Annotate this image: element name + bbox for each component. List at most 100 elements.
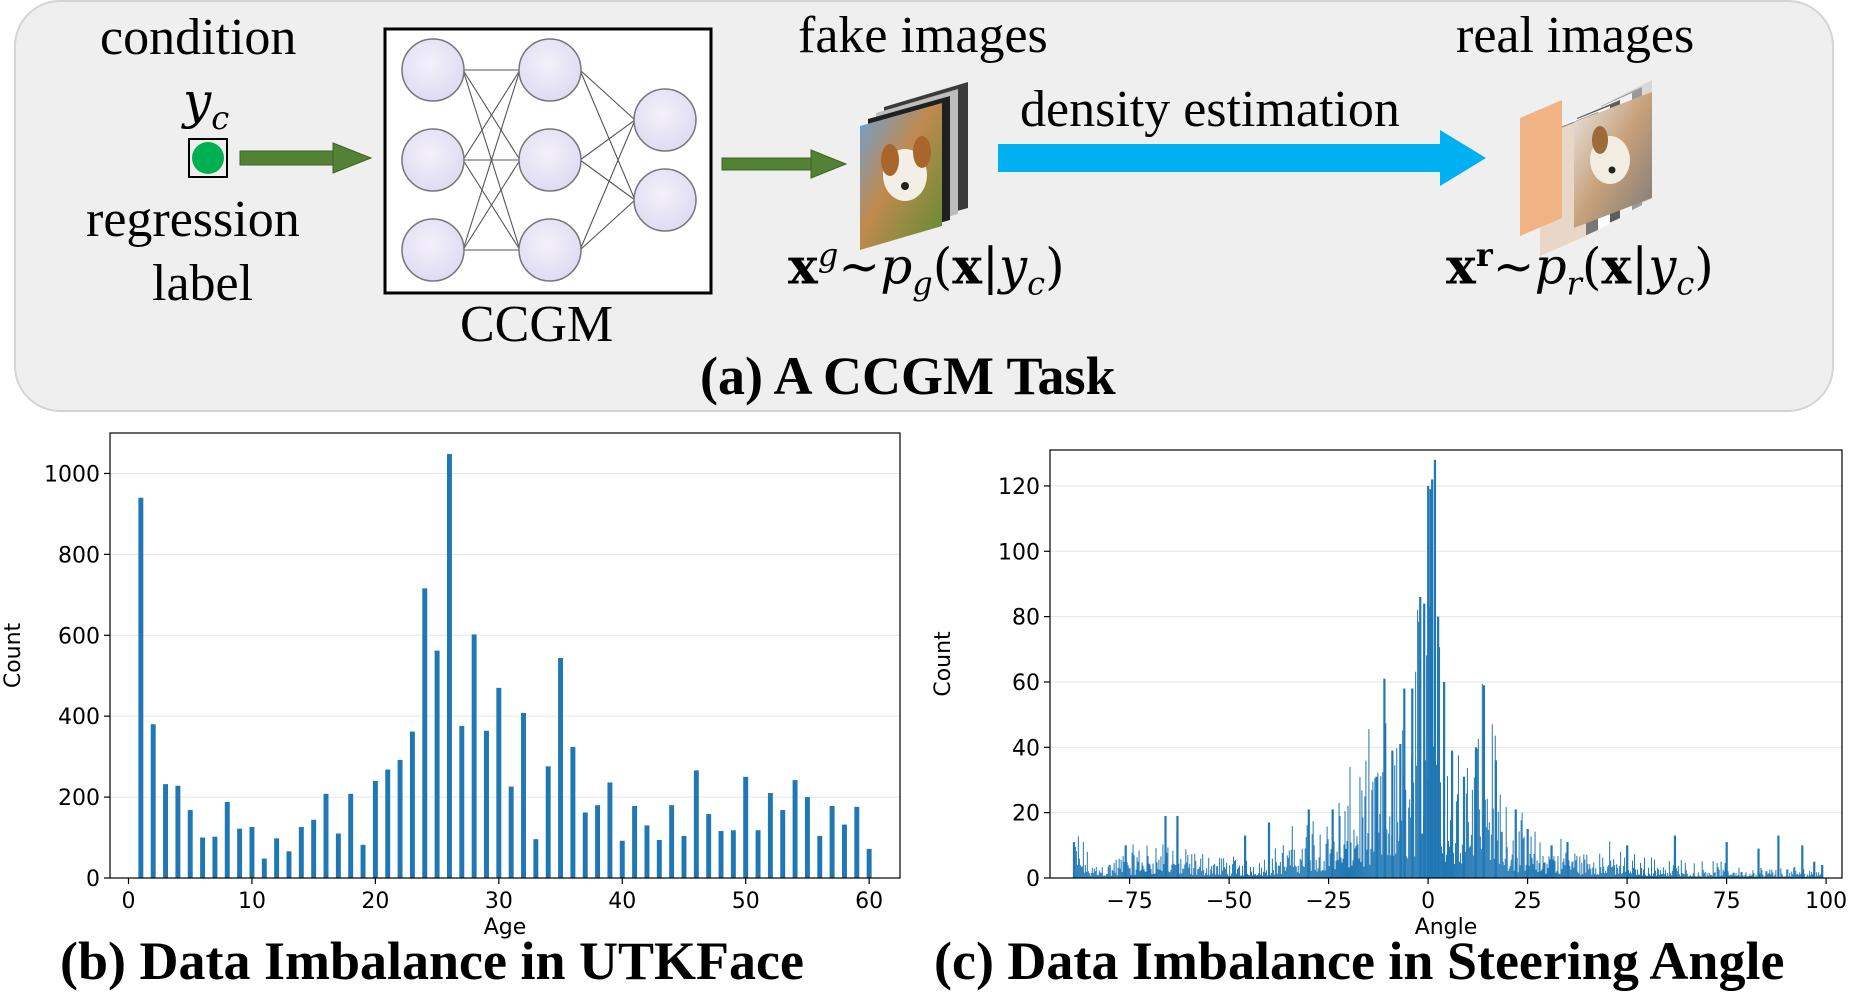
histogram-bin [1609, 841, 1611, 878]
histogram-bin [1480, 849, 1482, 878]
network-node [518, 38, 582, 102]
histogram-bin [1398, 840, 1400, 878]
network-node [401, 38, 465, 102]
histogram-bin [1100, 872, 1102, 878]
real-tilde: ~ [1492, 237, 1535, 296]
bar [743, 776, 749, 878]
histogram-bin [1469, 845, 1471, 878]
bar [434, 650, 440, 878]
fake-images-label: fake images [798, 7, 1048, 64]
histogram-bin [1600, 867, 1602, 878]
y-tick-label: 120 [998, 475, 1040, 500]
bar [644, 825, 650, 878]
histogram-bin [1395, 853, 1397, 878]
histogram-bin [1094, 871, 1096, 878]
bar [521, 712, 526, 878]
histogram-bin [1105, 874, 1107, 878]
histogram-bin [1772, 872, 1774, 878]
bar [484, 730, 489, 878]
histogram-spike [1813, 861, 1816, 878]
bar [212, 836, 218, 878]
histogram-bin [1517, 872, 1519, 878]
histogram-bin [1090, 872, 1092, 878]
histogram-bin [1505, 806, 1507, 878]
histogram-bin [1621, 873, 1623, 878]
network-node [633, 168, 697, 232]
histogram-bin [1452, 852, 1454, 878]
bar [619, 840, 625, 878]
histogram-bin [1510, 859, 1512, 878]
histogram-bin [1601, 872, 1603, 878]
histogram-bin [1098, 870, 1100, 878]
fake-images-stack [860, 82, 968, 250]
histogram-bin [1282, 845, 1284, 878]
histogram-bin [1488, 822, 1490, 878]
histogram-bin [1516, 857, 1518, 878]
histogram-bin [1234, 860, 1236, 878]
histogram-bin [1261, 875, 1263, 878]
histogram-bin [1305, 837, 1307, 878]
histogram-bin [1727, 871, 1729, 878]
plot-frame [109, 432, 901, 879]
network-nodes [401, 38, 697, 282]
histogram-bin [1186, 862, 1188, 878]
histogram-bin [1150, 869, 1152, 878]
histogram-spike [1757, 848, 1760, 878]
y-tick-label: 60 [1012, 671, 1040, 696]
histogram-bin [1265, 870, 1267, 878]
histogram-bin [1092, 873, 1094, 878]
histogram-bin [1408, 807, 1410, 878]
histogram-bin [1380, 776, 1382, 878]
histogram-bin [1279, 861, 1281, 878]
histogram-bin [1820, 874, 1822, 878]
histogram-bin [1397, 822, 1399, 878]
histogram-bin [1594, 873, 1596, 878]
histogram-spike [1072, 842, 1076, 878]
histogram-bin [1316, 871, 1318, 878]
bar [446, 454, 452, 878]
histogram-bin [1635, 869, 1637, 878]
histogram-bin [1175, 865, 1177, 878]
histogram-bin [1099, 872, 1101, 878]
histogram-bin [1817, 875, 1819, 878]
fake-p: p [880, 237, 913, 296]
fake-x: x [788, 236, 818, 296]
histogram-bin [1394, 765, 1396, 878]
bar [582, 812, 588, 878]
histogram-bin [1366, 849, 1368, 878]
bar [829, 805, 835, 878]
histogram-bin [1138, 850, 1140, 878]
histogram-bin [1525, 865, 1527, 878]
histogram-bin [1084, 865, 1086, 878]
histogram-bin [1611, 867, 1613, 878]
histogram-bin [1593, 862, 1595, 878]
histogram-bin [1236, 873, 1238, 878]
histogram-bin [1149, 864, 1151, 878]
histogram-bin [1219, 857, 1221, 878]
histogram-bin [1737, 874, 1739, 878]
network-edge [579, 199, 636, 251]
histogram-spike [1176, 815, 1179, 878]
histogram-bin [1446, 854, 1447, 878]
histogram-bin [1311, 834, 1313, 878]
histogram-bin [1461, 844, 1463, 878]
histogram-bin [1650, 857, 1652, 878]
histogram-bin [1798, 874, 1800, 878]
histogram-spike [1482, 685, 1486, 878]
histogram-bin [1792, 874, 1794, 878]
condition-box [188, 138, 228, 178]
histogram-bin [1507, 870, 1509, 878]
histogram-bin [1379, 813, 1381, 878]
x-tick-label: 0 [122, 889, 136, 914]
histogram-bin [1697, 872, 1699, 878]
histogram-bin [1521, 812, 1523, 878]
histogram-spike [1526, 828, 1529, 878]
histogram-spike [1164, 815, 1167, 878]
histogram-bin [1556, 870, 1558, 878]
histogram-bin [1606, 873, 1608, 878]
histogram-bin [1318, 857, 1320, 878]
histogram-bin [1524, 870, 1526, 878]
histogram-bin [1322, 870, 1324, 878]
histogram-bin [1203, 870, 1205, 878]
histogram-bin [1789, 872, 1791, 878]
